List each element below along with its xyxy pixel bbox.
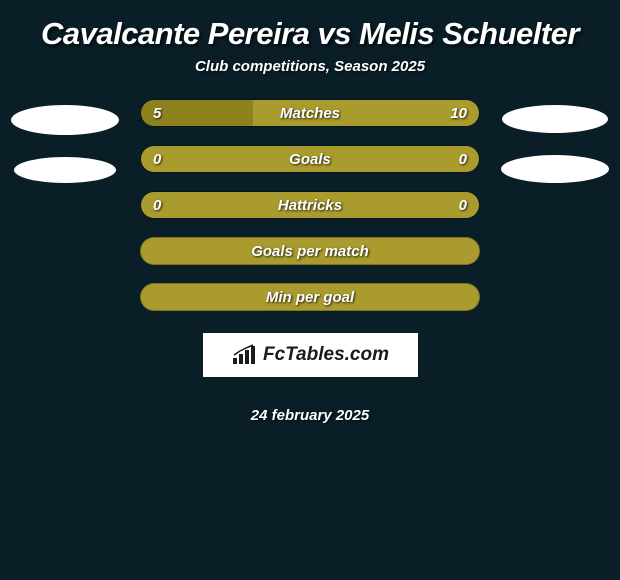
stat-bars: 5 Matches 10 0 Goals 0 0 Hattricks 0 Goa… bbox=[140, 99, 480, 424]
right-avatar-col bbox=[498, 99, 612, 183]
bar-matches-right-value: 10 bbox=[450, 105, 467, 122]
brand-label: FcTables.com bbox=[263, 344, 389, 366]
date-line: 24 february 2025 bbox=[251, 407, 369, 424]
bar-goals-label: Goals bbox=[141, 151, 479, 168]
player-left-avatar-2 bbox=[14, 157, 116, 183]
bar-goals: 0 Goals 0 bbox=[140, 145, 480, 173]
bar-hattricks-label: Hattricks bbox=[141, 197, 479, 214]
brand-badge: FcTables.com bbox=[203, 333, 418, 377]
bar-min-per-goal: Min per goal bbox=[140, 283, 480, 311]
bar-matches-label: Matches bbox=[141, 105, 479, 122]
player-left-avatar-1 bbox=[11, 105, 119, 135]
player-right-avatar-1 bbox=[502, 105, 608, 133]
bar-goals-per-match: Goals per match bbox=[140, 237, 480, 265]
left-avatar-col bbox=[8, 99, 122, 183]
bar-hattricks: 0 Hattricks 0 bbox=[140, 191, 480, 219]
bar-goals-per-match-label: Goals per match bbox=[141, 243, 479, 260]
brand-chart-icon bbox=[231, 344, 257, 366]
bar-matches: 5 Matches 10 bbox=[140, 99, 480, 127]
page-title: Cavalcante Pereira vs Melis Schuelter bbox=[41, 16, 579, 52]
subtitle: Club competitions, Season 2025 bbox=[195, 58, 425, 75]
bar-hattricks-right-value: 0 bbox=[459, 197, 467, 214]
bar-goals-right-value: 0 bbox=[459, 151, 467, 168]
player-right-avatar-2 bbox=[501, 155, 609, 183]
bar-min-per-goal-label: Min per goal bbox=[141, 289, 479, 306]
comparison-row: 5 Matches 10 0 Goals 0 0 Hattricks 0 Goa… bbox=[8, 99, 612, 424]
